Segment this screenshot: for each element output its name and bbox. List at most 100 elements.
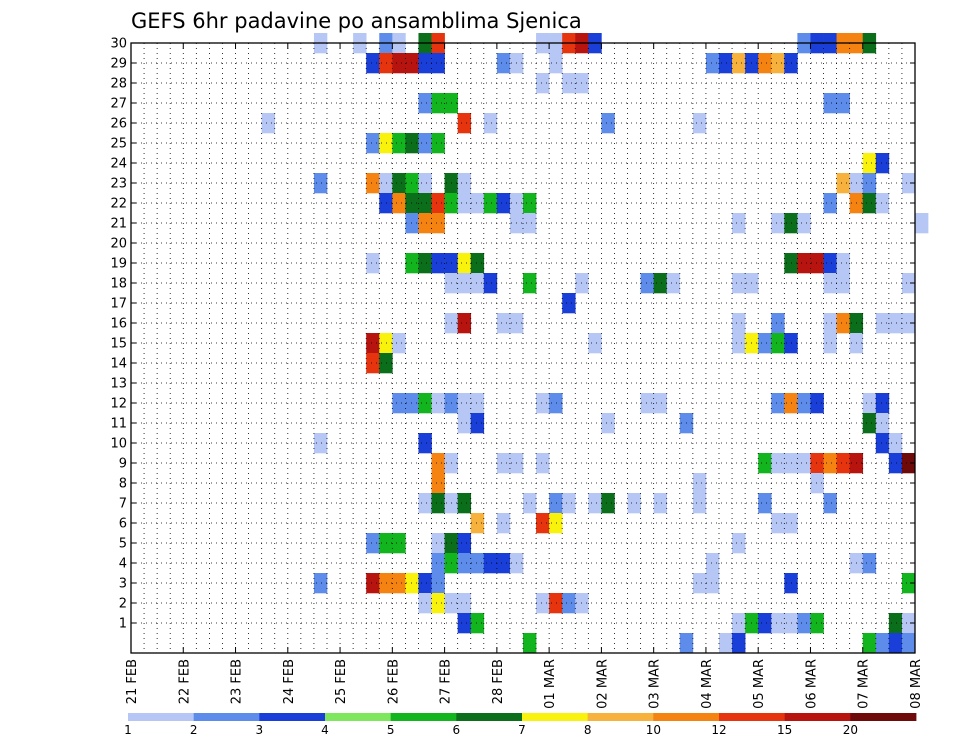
heat-cell-18-41 xyxy=(666,273,681,294)
legend-label: 6 xyxy=(453,723,461,737)
y-tick-label: 7 xyxy=(119,497,127,512)
heat-cell-8-43 xyxy=(692,473,707,494)
heat-cell-3-18 xyxy=(366,573,380,594)
heat-cell-9-28 xyxy=(496,453,511,474)
x-tick-label: 28 FEB xyxy=(491,659,506,704)
heat-cell-27-23 xyxy=(431,93,445,114)
legend-label: 12 xyxy=(711,723,726,737)
legend-label: 2 xyxy=(190,723,198,737)
heat-cell-2-25 xyxy=(457,593,472,614)
y-tick-label: 8 xyxy=(119,477,127,492)
heat-cell-16-58 xyxy=(888,313,903,334)
heat-cell-29-49 xyxy=(771,53,785,74)
x-tick-label: 27 FEB xyxy=(439,659,454,704)
heat-cell-0-57 xyxy=(875,633,890,654)
heat-cell-1-25 xyxy=(457,613,472,634)
y-tick-label: 5 xyxy=(119,537,127,552)
legend-swatch-10 xyxy=(784,713,851,721)
heat-cell-11-25 xyxy=(457,413,472,434)
heat-cell-12-51 xyxy=(797,393,811,414)
y-tick-label: 27 xyxy=(110,97,127,112)
heat-cell-12-26 xyxy=(470,393,485,414)
heat-cell-1-48 xyxy=(758,613,772,634)
heat-cell-0-45 xyxy=(719,633,733,654)
y-axis-ticks: 1234567891011121314151617181920212223242… xyxy=(110,37,915,632)
heat-cell-28-33 xyxy=(562,73,576,94)
heat-cell-19-22 xyxy=(418,253,432,274)
heat-cell-21-49 xyxy=(771,213,785,234)
heat-cell-12-25 xyxy=(457,393,472,414)
x-tick-label: 08 MAR xyxy=(909,659,924,709)
y-tick-label: 16 xyxy=(110,317,127,332)
heat-cell-29-45 xyxy=(719,53,733,74)
heat-cell-15-35 xyxy=(588,333,602,354)
heat-cell-23-18 xyxy=(366,173,380,194)
heat-cell-29-23 xyxy=(431,53,445,74)
plot-frame xyxy=(130,42,916,654)
x-tick-label: 21 FEB xyxy=(125,659,140,704)
heat-cell-16-53 xyxy=(823,313,837,334)
heat-cell-3-44 xyxy=(705,573,720,594)
heat-cell-15-20 xyxy=(392,333,406,354)
heat-cell-9-48 xyxy=(758,453,772,474)
x-tick-label: 05 MAR xyxy=(752,659,767,709)
heat-cell-23-25 xyxy=(457,173,472,194)
heat-cell-22-25 xyxy=(457,193,472,214)
heat-cell-0-42 xyxy=(679,633,694,654)
heat-cell-22-57 xyxy=(875,193,890,214)
heat-cell-29-48 xyxy=(758,53,772,74)
x-tick-label: 03 MAR xyxy=(648,659,663,709)
heat-cell-6-28 xyxy=(496,513,511,534)
legend-swatch-5 xyxy=(456,713,523,721)
heat-cell-10-58 xyxy=(888,433,903,454)
heat-cell-21-30 xyxy=(523,213,537,234)
heat-cell-23-20 xyxy=(392,173,406,194)
y-tick-label: 3 xyxy=(119,577,127,592)
heat-cell-15-19 xyxy=(379,333,393,354)
heat-cell-4-27 xyxy=(483,553,498,574)
y-tick-label: 24 xyxy=(110,157,127,172)
x-tick-label: 02 MAR xyxy=(595,659,610,709)
heat-cell-29-18 xyxy=(366,53,380,74)
heat-cell-6-26 xyxy=(470,513,485,534)
heat-cell-3-14 xyxy=(313,573,328,594)
legend-label: 8 xyxy=(584,723,592,737)
legend-swatch-11 xyxy=(850,713,917,721)
heat-cell-16-54 xyxy=(836,313,850,334)
heat-cell-18-27 xyxy=(483,273,498,294)
heat-cell-26-36 xyxy=(601,113,615,134)
chart-title: GEFS 6hr padavine po ansamblima Sjenica xyxy=(131,9,582,33)
heat-cell-11-26 xyxy=(470,413,485,434)
legend-label: 5 xyxy=(387,723,395,737)
heat-cell-1-51 xyxy=(797,613,811,634)
heat-cell-16-59 xyxy=(901,313,916,334)
heat-cell-15-18 xyxy=(366,333,380,354)
heat-cell-27-53 xyxy=(823,93,837,114)
heat-cell-7-40 xyxy=(653,493,668,514)
heat-cell-8-23 xyxy=(431,473,445,494)
y-tick-label: 21 xyxy=(110,217,127,232)
heat-cell-18-30 xyxy=(523,273,537,294)
legend-swatch-6 xyxy=(522,713,589,721)
heat-cell-19-23 xyxy=(431,253,445,274)
x-tick-label: 22 FEB xyxy=(177,659,192,704)
heat-cell-0-30 xyxy=(523,633,537,654)
legend-label: 7 xyxy=(518,723,526,737)
heat-cell-25-18 xyxy=(366,133,380,154)
heat-cell-25-22 xyxy=(418,133,432,154)
heat-cell-19-54 xyxy=(836,253,850,274)
heat-cell-29-20 xyxy=(392,53,406,74)
heat-cell-18-39 xyxy=(640,273,654,294)
y-tick-label: 15 xyxy=(110,337,127,352)
heat-cell-11-56 xyxy=(862,413,877,434)
heat-cell-18-25 xyxy=(457,273,472,294)
heat-cell-24-57 xyxy=(875,153,890,174)
x-axis-ticks: 21 FEB 22 FEB 23 FEB 24 FEB 25 FEB 26 FEB 27 F… xyxy=(125,43,924,709)
heat-cell-2-32 xyxy=(549,593,563,614)
heat-cell-23-14 xyxy=(313,173,328,194)
heat-cell-29-28 xyxy=(496,53,511,74)
heat-cell-21-46 xyxy=(732,213,746,234)
heat-cell-9-23 xyxy=(431,453,445,474)
heat-cell-7-43 xyxy=(692,493,707,514)
